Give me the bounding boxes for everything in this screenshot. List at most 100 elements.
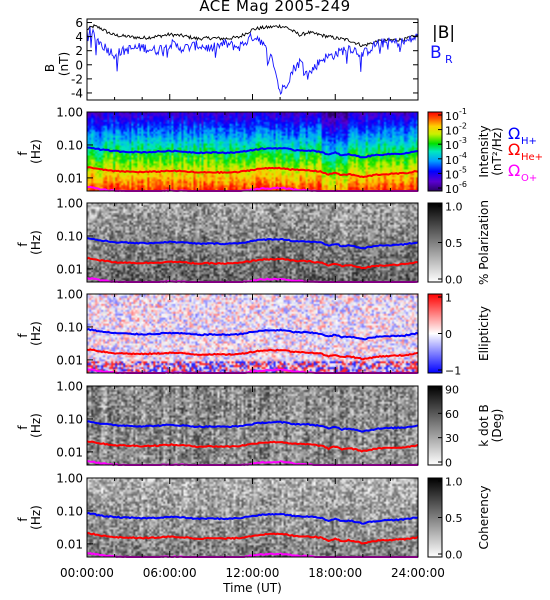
- colorbar-tick-label: 10: [445, 125, 459, 138]
- colorbar-tick-label: 90: [445, 384, 459, 397]
- colorbar-tick-label: 0: [445, 328, 452, 341]
- x-axis-label: Time (UT): [222, 581, 282, 595]
- y-axis-label: f: [16, 517, 30, 522]
- colorbar-tick-label: 0.0: [445, 274, 463, 287]
- gyrofrequency-line-he-plus: [86, 440, 419, 453]
- k_dot_b-colorbar: [427, 385, 443, 466]
- legend-b-r-subscript: R: [445, 53, 453, 66]
- ion-legend: Ω H+Ω He+Ω O+: [508, 124, 543, 184]
- y-tick-label: 0.01: [56, 537, 83, 551]
- colorbar-tick-label: 0.5: [445, 512, 463, 525]
- colorbar-tick-label: 10: [445, 110, 459, 123]
- y-axis-unit: (Hz): [29, 505, 43, 530]
- y-axis-label: f: [16, 425, 30, 430]
- gyrofrequency-line-h-plus: [86, 237, 419, 250]
- colorbar-unit: (nT²/Hz): [490, 127, 504, 175]
- y-tick-label: 1.00: [56, 380, 83, 394]
- y-tick-label: 0.01: [56, 171, 83, 185]
- legend-omega-h: Ω: [508, 124, 520, 143]
- legend-omega-h-subscript: H+: [521, 136, 537, 147]
- colorbar-tick-exponent: -1: [459, 107, 467, 116]
- field-y-label: B: [43, 64, 57, 72]
- colorbar-tick-exponent: -5: [459, 165, 467, 174]
- colorbar-tick-exponent: -4: [459, 151, 467, 160]
- colorbar-tick-exponent: -2: [459, 122, 467, 131]
- gyrofrequency-line-h-plus: [86, 327, 419, 341]
- y-tick-label: 0: [75, 58, 83, 72]
- colorbar-tick-label: 10: [445, 154, 459, 167]
- y-tick-label: 0.10: [56, 138, 83, 152]
- x-tick-label: 12:00:00: [226, 566, 280, 580]
- colorbar-label: % Polarization: [477, 200, 491, 285]
- y-tick-label: 1.00: [56, 197, 83, 211]
- colorbar-tick-label: 10: [445, 183, 459, 196]
- gyrofrequency-line-h-plus: [86, 420, 419, 433]
- gyrofrequency-line-he-plus: [86, 348, 419, 361]
- y-axis-unit: (Hz): [29, 139, 43, 164]
- colorbar-tick-label: 0: [445, 457, 452, 470]
- legend-omega-he: Ω: [508, 140, 520, 159]
- y-tick-label: 0.10: [56, 229, 83, 243]
- colorbar-label: Coherency: [477, 485, 491, 549]
- legend-omega-o: Ω: [508, 161, 520, 180]
- field-y-unit: (nT): [57, 52, 71, 76]
- y-axis-label: f: [16, 151, 30, 156]
- gyrofrequency-line-h-plus: [86, 511, 419, 525]
- y-tick-label: 0.10: [56, 320, 83, 334]
- coherency-panel: 1.00 0.10 0.01 f (Hz) 1.0 0.5 0.0 Coherency: [16, 472, 491, 562]
- legend-omega-o-subscript: O+: [521, 173, 537, 184]
- colorbar-tick-label: 60: [445, 408, 459, 421]
- colorbar-unit: (Deg): [490, 409, 504, 443]
- series-line-b-total: [86, 23, 419, 48]
- x-tick-label: 24:00:00: [391, 566, 445, 580]
- colorbar-tick-label: 0.0: [445, 549, 463, 562]
- x-tick-label: 18:00:00: [308, 566, 362, 580]
- y-tick-label: -2: [71, 72, 83, 86]
- y-axis-unit: (Hz): [29, 413, 43, 438]
- colorbar-tick-label: 30: [445, 432, 459, 445]
- x-axis: 00:00:00 06:00:00 12:00:00 18:00:00 24:00:00…: [60, 566, 445, 595]
- legend-b-total: |B|: [432, 23, 455, 43]
- gyrofrequency-line-he-plus: [86, 166, 419, 179]
- colorbar-tick-label: −1: [445, 365, 461, 378]
- legend-omega-he-subscript: He+: [521, 152, 543, 163]
- y-tick-label: 0.10: [56, 412, 83, 426]
- y-tick-label: 0.10: [56, 504, 83, 518]
- gyrofrequency-line-he-plus: [86, 256, 419, 270]
- y-tick-label: 0.01: [56, 445, 83, 459]
- colorbar-tick-label: 0.5: [445, 237, 463, 250]
- field-plot-frame: [86, 18, 419, 101]
- y-axis-unit: (Hz): [29, 230, 43, 255]
- gyrofrequency-line-he-plus: [86, 531, 419, 545]
- colorbar-label: Intensity: [477, 125, 491, 177]
- y-axis-label: f: [16, 242, 30, 247]
- y-tick-label: 1.00: [56, 106, 83, 120]
- colorbar-tick-label: 10: [445, 139, 459, 152]
- polarization-panel: 1.00 0.10 0.01 f (Hz) 1.0 0.5 0.0 % Polarization: [16, 197, 491, 287]
- y-tick-label: 0.01: [56, 262, 83, 276]
- gyrofrequency-line-h-plus: [86, 146, 419, 159]
- colorbar-tick-label: 1: [445, 292, 452, 305]
- colorbar-tick-label: 10: [445, 168, 459, 181]
- y-tick-label: 1.00: [56, 472, 83, 486]
- x-tick-label: 06:00:00: [143, 566, 197, 580]
- y-tick-label: 4: [75, 30, 83, 44]
- colorbar-label: Ellipticity: [477, 306, 491, 361]
- y-tick-label: 0.01: [56, 353, 83, 367]
- y-axis-unit: (Hz): [29, 321, 43, 346]
- colorbar-tick-label: 1.0: [445, 476, 463, 489]
- series-line-b-r: [86, 27, 419, 96]
- colorbar-label: k dot B: [477, 404, 491, 446]
- ellipticity-panel: 1.00 0.10 0.01 f (Hz) 1 0 −1 Ellipticity: [16, 288, 491, 378]
- legend-b-r: B: [430, 43, 442, 63]
- colorbar-tick-exponent: -3: [459, 136, 467, 145]
- x-tick-label: 00:00:00: [60, 566, 114, 580]
- y-tick-label: -4: [71, 86, 83, 100]
- y-tick-label: 1.00: [56, 288, 83, 302]
- y-tick-label: 6: [75, 16, 83, 30]
- colorbar-tick-exponent: -6: [459, 180, 467, 189]
- intensity-panel: 1.000.100.01f (Hz)10-110-210-310-410 -510-…: [16, 106, 504, 197]
- figure-title: ACE Mag 2005-249: [199, 0, 351, 15]
